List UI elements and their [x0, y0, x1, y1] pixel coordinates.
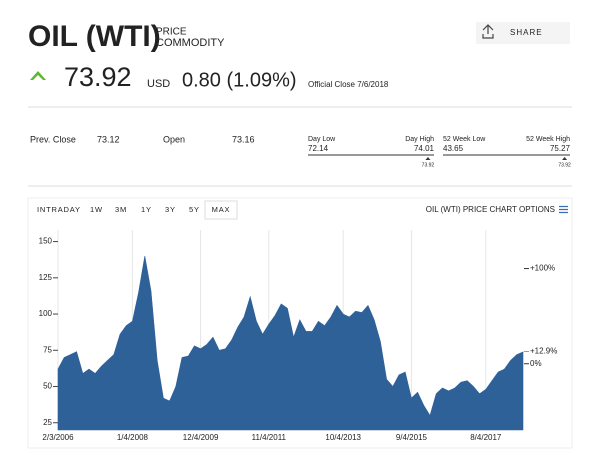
x-tick-label: 10/4/2013 [325, 433, 361, 442]
title: OIL (WTI) [28, 20, 161, 53]
tab[interactable]: 5Y [189, 205, 200, 214]
open: 73.16 [232, 134, 255, 144]
y2-tick-label: +100% [530, 264, 555, 273]
x-tick-label: 1/4/2008 [117, 433, 149, 442]
currency: USD [147, 78, 170, 90]
tab[interactable]: 1W [90, 205, 103, 214]
open-label: Open [163, 134, 185, 144]
prev-close-label: Prev. Close [30, 134, 76, 144]
share-button[interactable] [476, 22, 570, 44]
tab[interactable]: MAX [212, 205, 231, 214]
tab[interactable]: 3Y [165, 205, 176, 214]
y-tick-label: 25 [43, 418, 52, 427]
prev-close: 73.12 [97, 134, 120, 144]
tab[interactable]: 1Y [141, 205, 152, 214]
price: 73.92 [64, 62, 132, 92]
share-label[interactable]: SHARE [510, 28, 543, 37]
range-high: 75.27 [550, 144, 571, 153]
y2-tick-label: 0% [530, 359, 542, 368]
range-marker [425, 157, 431, 160]
price-area [57, 256, 524, 431]
range-current: 73.92 [558, 162, 571, 168]
range-low-label: Day Low [308, 136, 336, 143]
x-tick-label: 9/4/2015 [396, 433, 428, 442]
y-tick-label: 125 [39, 273, 53, 282]
range-high-label: Day High [405, 136, 434, 143]
range-high-label: 52 Week High [526, 136, 570, 143]
label-commodity: COMMODITY [156, 37, 225, 49]
menu-icon[interactable] [559, 205, 568, 214]
y-tick-label: 50 [43, 382, 52, 391]
x-tick-label: 2/3/2006 [42, 433, 74, 442]
close-note: Official Close 7/6/2018 [308, 80, 389, 89]
chart-panel [27, 197, 573, 449]
range-low: 72.14 [308, 144, 329, 153]
share-icon [482, 24, 494, 39]
range-current: 73.92 [422, 162, 435, 168]
y-tick-label: 150 [39, 237, 53, 246]
range-marker [562, 157, 568, 160]
range-low: 43.65 [443, 144, 464, 153]
x-tick-label: 12/4/2009 [183, 433, 219, 442]
label-price: PRICE [156, 27, 187, 38]
tab[interactable]: INTRADAY [37, 205, 81, 214]
chart-options[interactable]: OIL (WTI) PRICE CHART OPTIONS [426, 205, 555, 214]
y-tick-label: 75 [43, 345, 52, 354]
y-tick-label: 100 [39, 309, 53, 318]
tab-selected-box [204, 200, 238, 220]
change: 0.80 (1.09%) [182, 69, 297, 91]
range-high: 74.01 [414, 144, 435, 153]
x-tick-label: 11/4/2011 [252, 433, 287, 442]
tab[interactable]: 3M [115, 205, 127, 214]
y2-tick-label: +12.9% [530, 347, 557, 356]
up-arrow [30, 71, 46, 80]
x-tick-label: 8/4/2017 [470, 433, 502, 442]
range-low-label: 52 Week Low [443, 136, 486, 143]
